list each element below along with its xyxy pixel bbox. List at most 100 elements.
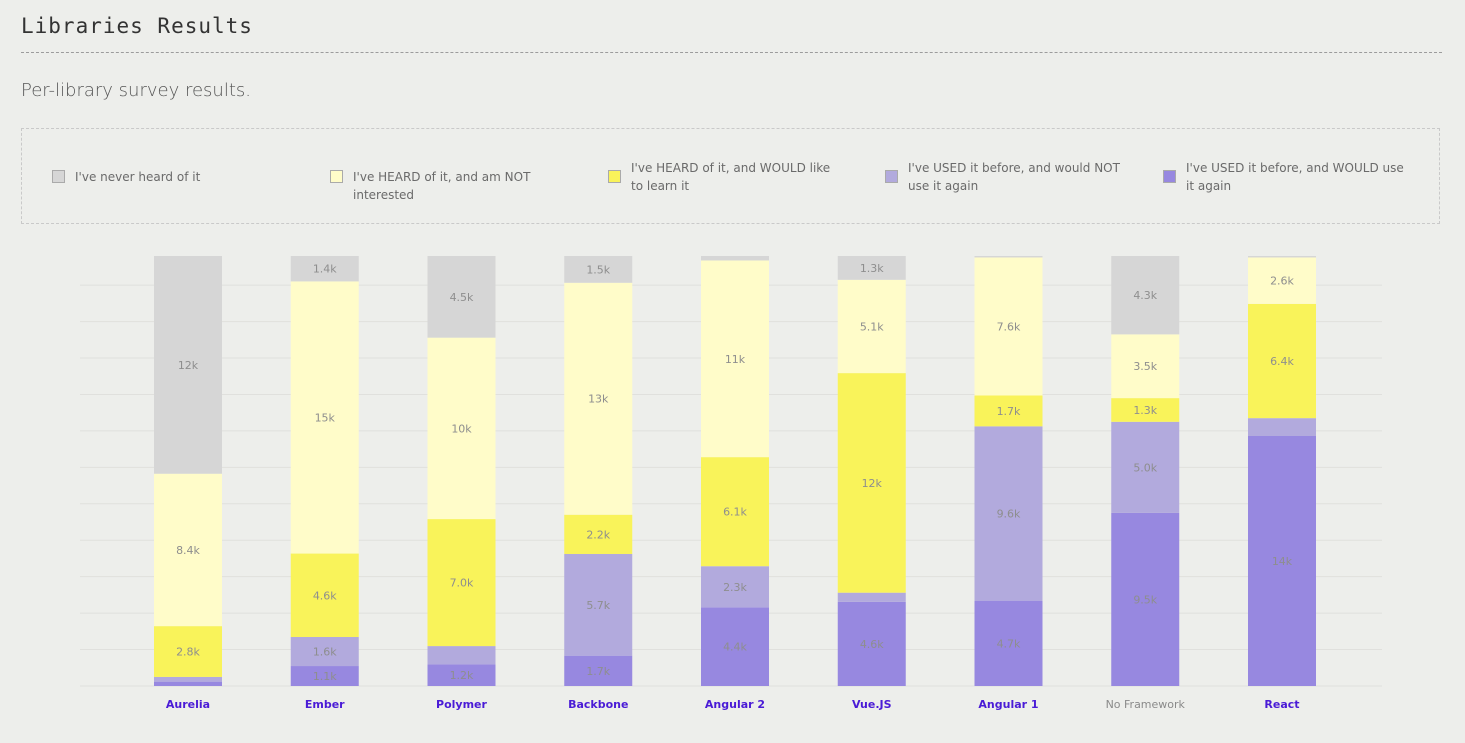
data-label: 1.7k [586, 665, 610, 678]
data-label: 4.4k [723, 641, 747, 654]
category-label-angular-2[interactable]: Angular 2 [705, 698, 765, 711]
bar-segment-used_would[interactable] [837, 601, 906, 686]
data-label: 1.2k [450, 669, 474, 682]
bar-segment-heard_not_interested[interactable] [154, 473, 222, 627]
stacked-bar-chart: 2.8k 8.4k 12k Aurelia 1.1k 1.6k 4.6k 15k 1.4k Emb… [80, 256, 1382, 711]
bar-segment-never_heard[interactable] [974, 256, 1043, 258]
legend-label: I've USED it before, and would NOT use i… [908, 161, 1120, 193]
bar-segment-never_heard[interactable] [427, 256, 496, 338]
legend-item-heard-not-interested[interactable]: I've HEARD of it, and am NOT interested [330, 168, 585, 204]
bar-segment-heard_would_learn[interactable] [290, 553, 359, 638]
bar-segment-heard_would_learn[interactable] [974, 395, 1043, 427]
data-label: 1.3k [1133, 404, 1157, 417]
bar-segment-heard_not_interested[interactable] [1111, 334, 1180, 399]
legend-label: I've HEARD of it, and am NOT interested [353, 170, 531, 202]
data-label: 1.3k [860, 262, 884, 275]
bar-segment-heard_not_interested[interactable] [564, 282, 633, 515]
page-subtitle: Per-library survey results. [21, 80, 251, 101]
bar-segment-used_would[interactable] [154, 681, 222, 686]
data-label: 4.7k [997, 637, 1021, 650]
data-label: 1.7k [997, 405, 1021, 418]
category-label-react[interactable]: React [1264, 698, 1299, 711]
bar-segment-heard_not_interested[interactable] [1248, 257, 1316, 304]
data-label: 5.1k [860, 320, 884, 333]
data-label: 2.6k [1270, 275, 1294, 288]
legend-swatch-never-heard [52, 170, 65, 183]
bar-segment-heard_not_interested[interactable] [837, 279, 906, 374]
data-label: 1.4k [313, 263, 337, 276]
category-label-aurelia[interactable]: Aurelia [166, 698, 210, 711]
chart-legend: I've never heard of it I've HEARD of it,… [21, 128, 1440, 224]
page-title: Libraries Results [21, 14, 253, 38]
data-label: 4.6k [860, 638, 884, 651]
bar-segment-never_heard[interactable] [701, 256, 769, 261]
data-label: 1.1k [313, 670, 337, 683]
bar-segment-never_heard[interactable] [290, 256, 359, 282]
bar-segment-heard_would_learn[interactable] [837, 373, 906, 593]
data-label: 7.0k [450, 577, 474, 590]
bar-segment-used_would_not[interactable] [427, 646, 496, 665]
category-label-backbone[interactable]: Backbone [568, 698, 628, 711]
data-label: 6.1k [723, 506, 747, 519]
bar-segment-heard_would_learn[interactable] [154, 626, 222, 677]
data-label: 8.4k [176, 544, 200, 557]
bar-segment-used_would[interactable] [701, 607, 769, 686]
title-divider [21, 52, 1442, 53]
bar-segment-heard_would_learn[interactable] [701, 457, 769, 567]
legend-swatch-used-would [1163, 170, 1176, 183]
bar-segment-used_would_not[interactable] [701, 566, 769, 608]
bar-segment-used_would_not[interactable] [974, 426, 1043, 601]
data-label: 2.3k [723, 581, 747, 594]
bar-segment-used_would_not[interactable] [154, 676, 222, 682]
bar-segment-never_heard[interactable] [837, 256, 906, 280]
bar-segment-used_would[interactable] [974, 600, 1043, 686]
bar-segment-never_heard[interactable] [154, 256, 222, 474]
data-label: 12k [178, 359, 199, 372]
category-label-ember[interactable]: Ember [305, 698, 345, 711]
bar-segment-used_would_not[interactable] [837, 592, 906, 602]
data-label: 4.6k [313, 589, 337, 602]
category-label-angular-1[interactable]: Angular 1 [978, 698, 1038, 711]
bar-segment-heard_not_interested[interactable] [701, 260, 769, 458]
bar-segment-heard_would_learn[interactable] [564, 514, 633, 554]
legend-label: I've HEARD of it, and WOULD like to lear… [631, 161, 831, 193]
data-label: 1.5k [586, 263, 610, 276]
bar-segment-heard_would_learn[interactable] [1248, 303, 1316, 419]
bar-segment-never_heard[interactable] [564, 256, 633, 283]
legend-label: I've USED it before, and WOULD use it ag… [1186, 161, 1404, 193]
data-label: 5.0k [1133, 461, 1157, 474]
category-label-vue-js[interactable]: Vue.JS [852, 698, 892, 711]
data-label: 2.8k [176, 646, 200, 659]
data-label: 4.3k [1133, 289, 1157, 302]
bar-segment-used_would[interactable] [1111, 512, 1180, 686]
legend-swatch-used-would-not [885, 170, 898, 183]
bar-segment-used_would_not[interactable] [1248, 418, 1316, 436]
bar-segment-heard_would_learn[interactable] [1111, 398, 1180, 422]
bar-segment-used_would[interactable] [1248, 436, 1316, 686]
data-label: 12k [862, 477, 883, 490]
data-label: 6.4k [1270, 355, 1294, 368]
legend-item-heard-would-learn[interactable]: I've HEARD of it, and WOULD like to lear… [608, 159, 846, 195]
legend-item-used-would[interactable]: I've USED it before, and WOULD use it ag… [1163, 159, 1406, 195]
data-label: 1.6k [313, 646, 337, 659]
bar-segment-used_would_not[interactable] [1111, 421, 1180, 513]
bar-segment-heard_not_interested[interactable] [427, 337, 496, 520]
legend-swatch-heard-not-interested [330, 170, 343, 183]
bar-segment-never_heard[interactable] [1248, 256, 1316, 258]
legend-item-used-would-not[interactable]: I've USED it before, and would NOT use i… [885, 159, 1133, 195]
legend-label: I've never heard of it [75, 170, 201, 184]
bar-segment-used_would[interactable] [290, 666, 359, 686]
category-label-polymer[interactable]: Polymer [436, 698, 487, 711]
bar-segment-used_would[interactable] [564, 655, 633, 686]
bar-segment-heard_would_learn[interactable] [427, 519, 496, 647]
bar-segment-heard_not_interested[interactable] [290, 281, 359, 554]
legend-item-never-heard[interactable]: I've never heard of it [52, 168, 307, 186]
data-label: 11k [725, 353, 746, 366]
category-label-no-framework: No Framework [1106, 698, 1186, 711]
bar-segment-heard_not_interested[interactable] [974, 257, 1043, 396]
data-label: 14k [1272, 555, 1293, 568]
bar-segment-never_heard[interactable] [1111, 256, 1180, 335]
bar-segment-used_would[interactable] [427, 664, 496, 686]
bar-segment-used_would_not[interactable] [564, 553, 633, 656]
bar-segment-used_would_not[interactable] [290, 637, 359, 667]
